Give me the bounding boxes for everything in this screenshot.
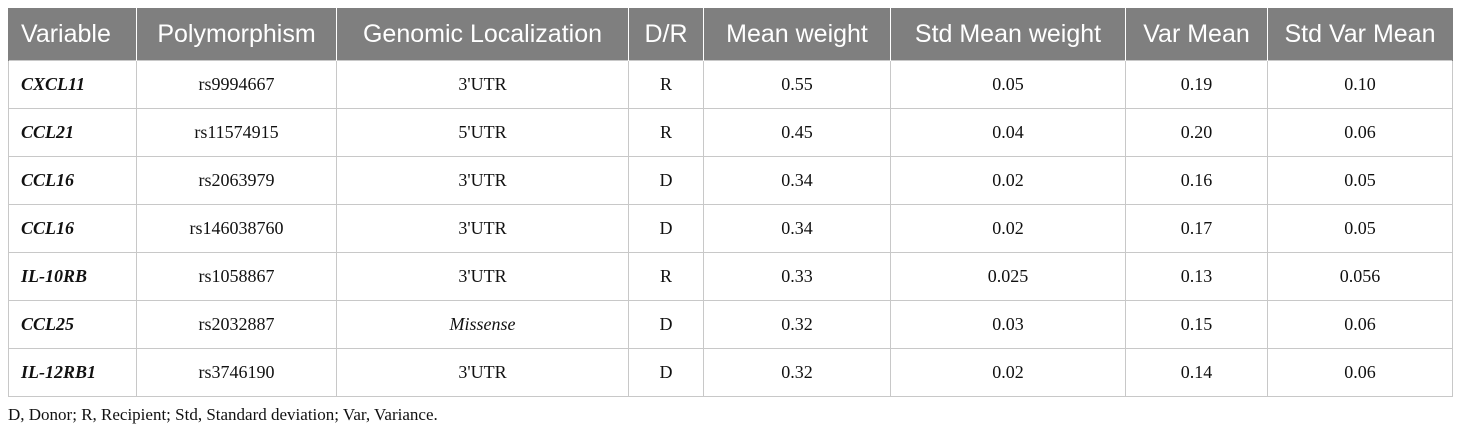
column-header: Polymorphism (136, 8, 337, 61)
column-header: D/R (628, 8, 704, 61)
mean-weight-cell: 0.32 (703, 348, 891, 397)
variable-cell: IL-10RB (8, 252, 137, 301)
donor-recipient-cell: R (628, 60, 704, 109)
table-row: CCL21 rs11574915 5'UTR R 0.45 0.04 0.20 0.06 (8, 108, 1453, 157)
donor-recipient-cell: D (628, 300, 704, 349)
genomic-localization-cell: 3'UTR (336, 156, 629, 205)
std-mean-weight-cell: 0.03 (890, 300, 1126, 349)
std-var-mean-cell: 0.06 (1267, 300, 1453, 349)
column-header: Mean weight (703, 8, 891, 61)
column-header: Var Mean (1125, 8, 1268, 61)
var-mean-cell: 0.20 (1125, 108, 1268, 157)
variable-cell: IL-12RB1 (8, 348, 137, 397)
column-header: Std Var Mean (1267, 8, 1453, 61)
donor-recipient-cell: D (628, 156, 704, 205)
variable-cell: CCL21 (8, 108, 137, 157)
mean-weight-cell: 0.34 (703, 156, 891, 205)
variable-cell: CCL25 (8, 300, 137, 349)
table-row: CCL16 rs2063979 3'UTR D 0.34 0.02 0.16 0.05 (8, 156, 1453, 205)
var-mean-cell: 0.19 (1125, 60, 1268, 109)
polymorphism-cell: rs11574915 (136, 108, 337, 157)
genomic-localization-cell: 3'UTR (336, 60, 629, 109)
genomic-localization-cell: Missense (336, 300, 629, 349)
polymorphism-cell: rs3746190 (136, 348, 337, 397)
var-mean-cell: 0.15 (1125, 300, 1268, 349)
polymorphism-cell: rs9994667 (136, 60, 337, 109)
table-row: IL-10RB rs1058867 3'UTR R 0.33 0.025 0.13 0.056 (8, 252, 1453, 301)
table-footnote: D, Donor; R, Recipient; Std, Standard de… (8, 405, 438, 424)
column-header: Std Mean weight (890, 8, 1126, 61)
std-mean-weight-cell: 0.02 (890, 204, 1126, 253)
mean-weight-cell: 0.32 (703, 300, 891, 349)
var-mean-cell: 0.13 (1125, 252, 1268, 301)
table-header-row: Variable Polymorphism Genomic Localizati… (8, 8, 1453, 61)
variable-cell: CXCL11 (8, 60, 137, 109)
std-var-mean-cell: 0.10 (1267, 60, 1453, 109)
polymorphism-cell: rs2032887 (136, 300, 337, 349)
mean-weight-cell: 0.45 (703, 108, 891, 157)
donor-recipient-cell: D (628, 204, 704, 253)
std-mean-weight-cell: 0.02 (890, 348, 1126, 397)
std-mean-weight-cell: 0.02 (890, 156, 1126, 205)
mean-weight-cell: 0.34 (703, 204, 891, 253)
std-var-mean-cell: 0.056 (1267, 252, 1453, 301)
table-row: CXCL11 rs9994667 3'UTR R 0.55 0.05 0.19 0.10 (8, 60, 1453, 109)
table-row: IL-12RB1 rs3746190 3'UTR D 0.32 0.02 0.14 0.06 (8, 348, 1453, 397)
polymorphism-cell: rs1058867 (136, 252, 337, 301)
variable-cell: CCL16 (8, 204, 137, 253)
polymorphism-cell: rs146038760 (136, 204, 337, 253)
mean-weight-cell: 0.55 (703, 60, 891, 109)
std-var-mean-cell: 0.05 (1267, 204, 1453, 253)
genomic-localization-cell: 3'UTR (336, 252, 629, 301)
genomic-localization-cell: 5'UTR (336, 108, 629, 157)
std-var-mean-cell: 0.06 (1267, 108, 1453, 157)
var-mean-cell: 0.17 (1125, 204, 1268, 253)
column-header: Variable (8, 8, 137, 61)
column-header: Genomic Localization (336, 8, 629, 61)
table-body: CXCL11 rs9994667 3'UTR R 0.55 0.05 0.19 0.10 CCL… (8, 60, 1453, 397)
std-var-mean-cell: 0.06 (1267, 348, 1453, 397)
genomic-localization-cell: 3'UTR (336, 348, 629, 397)
table-row: CCL25 rs2032887 Missense D 0.32 0.03 0.15 0.06 (8, 300, 1453, 349)
variable-cell: CCL16 (8, 156, 137, 205)
std-mean-weight-cell: 0.05 (890, 60, 1126, 109)
donor-recipient-cell: D (628, 348, 704, 397)
mean-weight-cell: 0.33 (703, 252, 891, 301)
std-var-mean-cell: 0.05 (1267, 156, 1453, 205)
data-table-container: Variable Polymorphism Genomic Localizati… (8, 8, 1453, 397)
donor-recipient-cell: R (628, 252, 704, 301)
polymorphism-cell: rs2063979 (136, 156, 337, 205)
donor-recipient-cell: R (628, 108, 704, 157)
table-row: CCL16 rs146038760 3'UTR D 0.34 0.02 0.17 0.05 (8, 204, 1453, 253)
genomic-localization-cell: 3'UTR (336, 204, 629, 253)
var-mean-cell: 0.16 (1125, 156, 1268, 205)
std-mean-weight-cell: 0.025 (890, 252, 1126, 301)
std-mean-weight-cell: 0.04 (890, 108, 1126, 157)
results-table: Variable Polymorphism Genomic Localizati… (8, 8, 1453, 397)
var-mean-cell: 0.14 (1125, 348, 1268, 397)
